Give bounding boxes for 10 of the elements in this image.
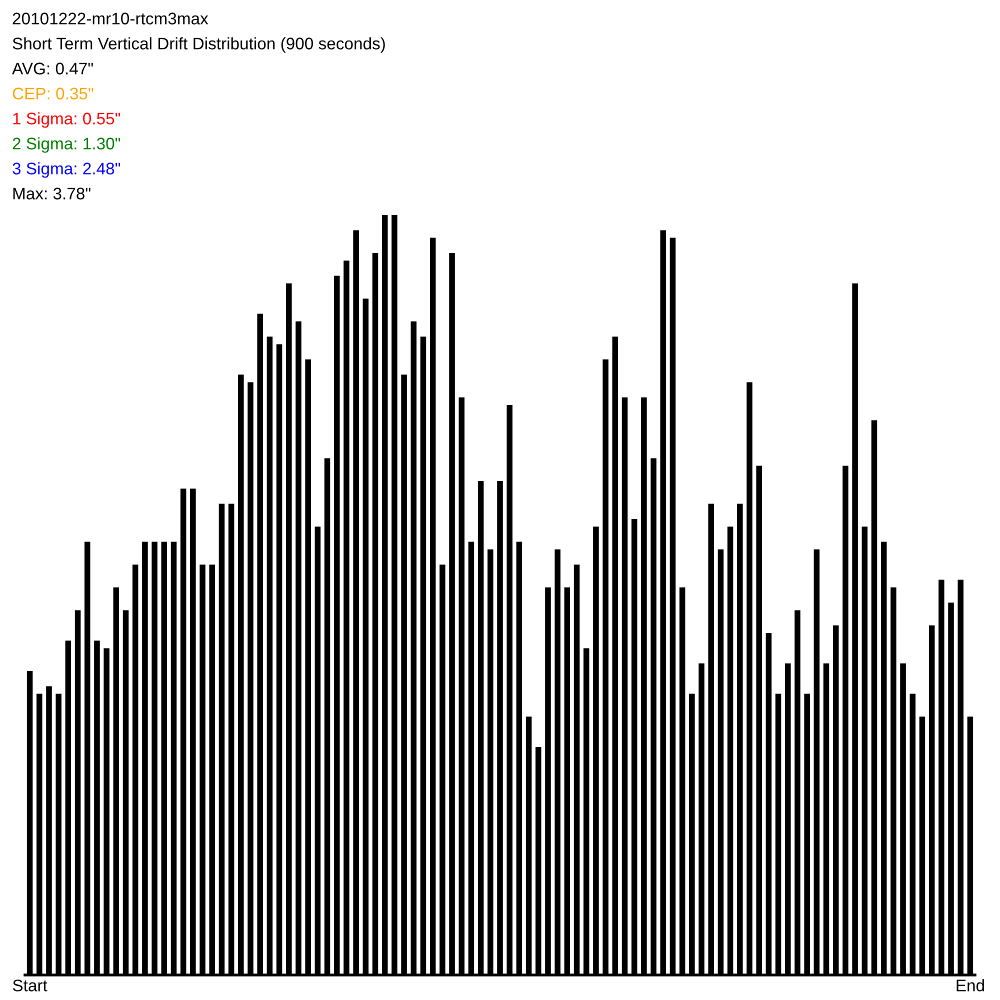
text: CEP: 0.35" xyxy=(12,88,94,100)
text: 3 Sigma: 2.48" xyxy=(12,162,120,178)
text: Max: 3.78" xyxy=(13,188,90,200)
chart-title: 20101222-mr10-rtcm3max xyxy=(12,12,208,24)
text: 1 Sigma: 0.55" xyxy=(13,112,120,128)
x-tick-label: Start xyxy=(12,980,48,992)
chart-subtitle: Short Term Vertical Drift Distribution (900 seconds) xyxy=(12,37,385,53)
text: AVG: 0.47" xyxy=(12,62,93,74)
x-tick-label: End xyxy=(956,979,984,992)
text: 2 Sigma: 1.30" xyxy=(12,137,120,153)
